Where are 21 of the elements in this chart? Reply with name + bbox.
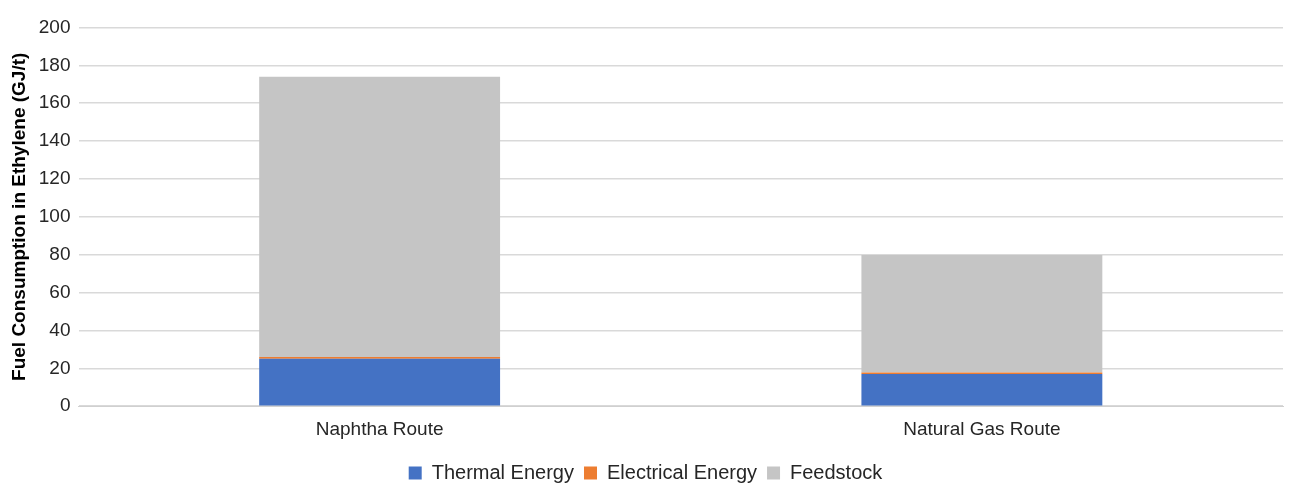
x-tick-label: Naphtha Route [315,417,444,439]
y-tick-label: 120 [38,167,71,189]
bar [861,255,1103,373]
y-tick-label: 60 [49,280,71,302]
y-tick-label: 180 [38,53,71,75]
y-tick-label: 80 [49,242,71,264]
bar [861,374,1103,406]
y-tick-label: 200 [38,15,71,37]
x-tick-label: Natural Gas Route [903,417,1061,439]
legend-label: Thermal Energy [431,460,574,483]
bar [259,358,501,406]
legend-label: Electrical Energy [606,460,758,483]
y-tick-label: 0 [59,394,71,416]
y-tick-label: 140 [38,129,71,151]
y-tick-label: 20 [49,356,71,378]
y-tick-label: 40 [49,318,71,340]
y-axis-title: Fuel Consumption in Ethylene (GJ/t) [7,52,29,381]
y-tick-label: 160 [38,91,71,113]
bar [259,76,501,357]
legend-label: Feedstock [790,460,884,483]
y-tick-label: 100 [38,205,71,227]
